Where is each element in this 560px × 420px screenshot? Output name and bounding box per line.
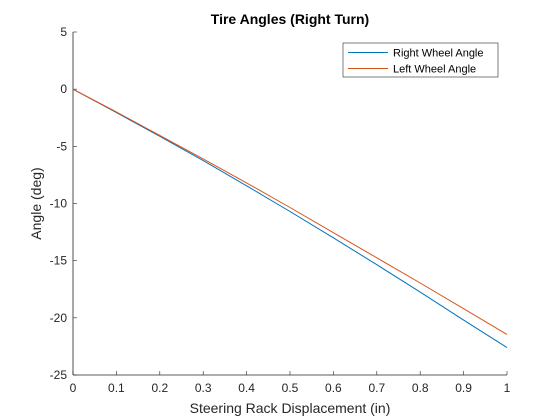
series-lines	[72, 88, 508, 349]
x-tick-label: 0.7	[368, 381, 385, 395]
x-tick-label: 0	[70, 381, 77, 395]
x-tick-label: 0.2	[151, 381, 168, 395]
y-tick-label: -20	[50, 311, 68, 325]
y-tick-label: -15	[50, 254, 68, 268]
y-axis-title: Angle (deg)	[28, 167, 44, 239]
x-tick-label: 0.3	[195, 381, 212, 395]
legend-box	[342, 42, 499, 78]
legend-label-right-wheel-angle: Right Wheel Angle	[393, 48, 484, 60]
y-tick-label: -25	[50, 368, 68, 382]
series-line-right-wheel-angle	[72, 88, 508, 349]
x-tick-label: 0.1	[108, 381, 125, 395]
y-tick-label: 5	[60, 25, 67, 39]
chart-title: Tire Angles (Right Turn)	[211, 11, 369, 27]
legend: Right Wheel Angle Left Wheel Angle	[342, 42, 499, 78]
y-tick-label: -10	[50, 197, 68, 211]
series-line-left-wheel-angle	[72, 88, 508, 335]
x-axis-title: Steering Rack Displacement (in)	[190, 400, 391, 416]
x-tick-label: 1	[504, 381, 511, 395]
x-tick-label: 0.5	[282, 381, 299, 395]
x-tick-label: 0.8	[412, 381, 429, 395]
legend-label-left-wheel-angle: Left Wheel Angle	[393, 64, 476, 76]
x-tick-label: 0.9	[455, 381, 472, 395]
x-tick-label: 0.6	[325, 381, 342, 395]
y-tick-label: -5	[56, 139, 67, 153]
plot-area	[73, 32, 507, 375]
ticks: 0 0.1 0.2 0.3 0.4 0.5 0.6 0.7 0.8 0.9 1 5 0 -5 -10 -15 -…	[50, 25, 511, 395]
y-tick-label: 0	[60, 82, 67, 96]
x-tick-label: 0.4	[238, 381, 255, 395]
